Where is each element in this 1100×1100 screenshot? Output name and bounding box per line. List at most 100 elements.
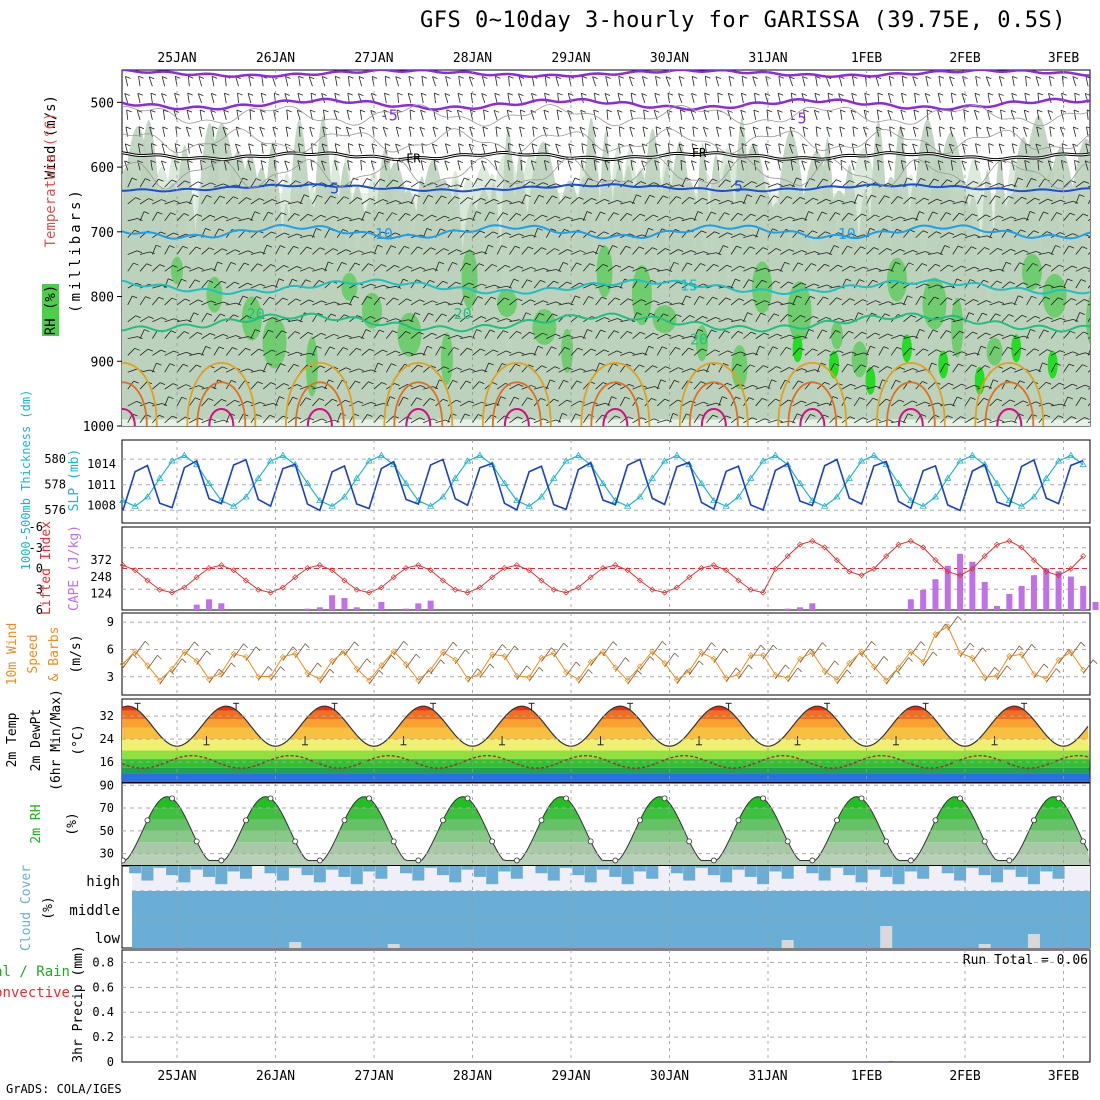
cape-bar: [1067, 576, 1074, 610]
top-date-label: 30JAN: [650, 51, 689, 66]
svg-text:10m Wind: 10m Wind: [5, 623, 20, 686]
bottom-date-label: 1FEB: [851, 1069, 882, 1084]
svg-text:RH (%): RH (%): [43, 285, 59, 336]
bottom-date-label: 30JAN: [650, 1069, 689, 1084]
cape-bar: [206, 599, 213, 610]
cape-bar: [1030, 575, 1037, 610]
slp-ytick: 1014: [87, 457, 116, 471]
bottom-date-label: 29JAN: [551, 1069, 590, 1084]
top-date-label: 3FEB: [1048, 51, 1079, 66]
isotherm-label: FR: [692, 146, 707, 160]
svg-text:(m/s): (m/s): [69, 634, 84, 673]
cape-bar: [957, 553, 964, 610]
thick-ytick: 576: [44, 503, 66, 517]
credit-label: GrADS: COLA/IGES: [6, 1082, 122, 1096]
precip-total-label: Total / Rain: [0, 964, 70, 980]
top-date-label: 2FEB: [949, 51, 980, 66]
upper-air-plot: -5 -5 FR FR 5 5 10 10 15 20 20 20: [122, 70, 1090, 426]
cape-bar: [415, 603, 422, 610]
slp-ytick: 1008: [87, 499, 116, 513]
cape-bar: [341, 597, 348, 610]
isotherm-label: 5: [734, 178, 743, 196]
temp-ylabel: 2m DewPt: [29, 709, 44, 772]
wind-ylabel: & Barbs: [47, 627, 62, 682]
panel-frame-th: [121, 439, 1091, 524]
isotherm-label: -5: [789, 110, 807, 128]
bottom-date-label: 2FEB: [949, 1069, 980, 1084]
svg-text:Temperature (°C): Temperature (°C): [43, 113, 59, 248]
bottom-date-label: 28JAN: [453, 1069, 492, 1084]
ua-ytick: 500: [91, 96, 114, 111]
svg-text:(%): (%): [41, 896, 56, 919]
li-ytick: -3: [29, 541, 43, 555]
svg-text:(%): (%): [65, 812, 80, 835]
cape-bar: [218, 603, 225, 610]
cape-bar: [907, 599, 914, 610]
top-date-label: 1FEB: [851, 51, 882, 66]
chart-title: GFS 0~10day 3-hourly for GARISSA (39.75E…: [420, 8, 1067, 33]
thickness-line: [122, 454, 1084, 507]
precip-ytick: 0.8: [92, 955, 114, 969]
slp-line: [122, 458, 1084, 512]
precip-conv-label: Convective: [0, 985, 70, 1001]
top-date-label: 27JAN: [354, 51, 393, 66]
temp-ylabel: (°C): [71, 724, 86, 755]
cape-bar: [981, 581, 988, 610]
isotherm-label: 10: [838, 225, 856, 243]
cape-bar: [427, 600, 434, 610]
wind-speed-line: [122, 625, 1084, 682]
bottom-date-label: 27JAN: [354, 1069, 393, 1084]
slp-ylabel: SLP (mb): [67, 449, 82, 512]
panel-frame-wd: [121, 612, 1091, 696]
wind-ylabel: 10m Wind: [5, 623, 20, 686]
svg-text:(°C): (°C): [71, 724, 86, 755]
isotherm-label: -5: [380, 106, 398, 124]
isotherm-label: FR: [406, 151, 421, 165]
cape-bar: [784, 608, 791, 610]
rh-ylabel: 2m RH: [29, 804, 44, 843]
thick-ytick: 580: [44, 452, 66, 466]
ua-ylabel: Wind (m/s)Temperature (°C) RH (%): [42, 95, 59, 336]
cape-bar: [1043, 568, 1050, 610]
bottom-date-label: 25JAN: [157, 1069, 196, 1084]
dewpoint-line: [122, 754, 1089, 769]
cape-bar: [994, 605, 1001, 610]
cape-bar: [1018, 585, 1025, 610]
cape-bar: [1092, 601, 1099, 610]
temp-plot: [122, 702, 1090, 782]
precip-ytick: 0.4: [92, 1005, 114, 1019]
svg-text:Cloud Cover: Cloud Cover: [19, 865, 34, 951]
svg-text:3hr Precip (mm): 3hr Precip (mm): [71, 945, 86, 1062]
wind-ytick: 3: [107, 670, 114, 684]
precip-ylabel: 3hr Precip (mm): [71, 945, 86, 1062]
svg-text:2m DewPt: 2m DewPt: [29, 709, 44, 772]
wind-ytick: 6: [107, 642, 114, 656]
isotherm-label: 20: [454, 305, 472, 323]
wind-ylabel: (m/s): [69, 634, 84, 673]
cloud-layer-label: low: [95, 931, 121, 947]
wind-ylabel: Speed: [26, 634, 41, 673]
svg-text:1000-500mb Thickness (dm): 1000-500mb Thickness (dm): [19, 390, 33, 571]
temp-line: [122, 705, 1089, 747]
slp-ytick: 1011: [87, 478, 116, 492]
li-ytick: 0: [36, 562, 43, 576]
isotherm-label: 15: [680, 277, 698, 295]
thick-ytick: 578: [44, 478, 66, 492]
ua-ytick: 700: [91, 226, 114, 241]
svg-text:Wind (m/s): Wind (m/s): [43, 95, 59, 179]
cloud-ylabel: Cloud Cover: [19, 865, 34, 951]
isotherm-label: 10: [375, 225, 393, 243]
cape-bar: [1080, 585, 1087, 610]
run-total-label: Run Total = 0.06: [963, 953, 1088, 968]
temp-ylabel: (6hr Min/Max): [49, 689, 64, 791]
cloud-units: (%): [41, 896, 56, 919]
bottom-date-label: 26JAN: [256, 1069, 295, 1084]
svg-text:2m Temp: 2m Temp: [5, 712, 20, 767]
cape-bar: [1055, 571, 1062, 610]
cape-bar: [403, 608, 410, 610]
li-ytick: -6: [29, 520, 43, 534]
ua-ytick: 1000: [83, 420, 114, 435]
panel-frame-pr: [121, 949, 1091, 1063]
precip-ytick: 0.6: [92, 980, 114, 994]
